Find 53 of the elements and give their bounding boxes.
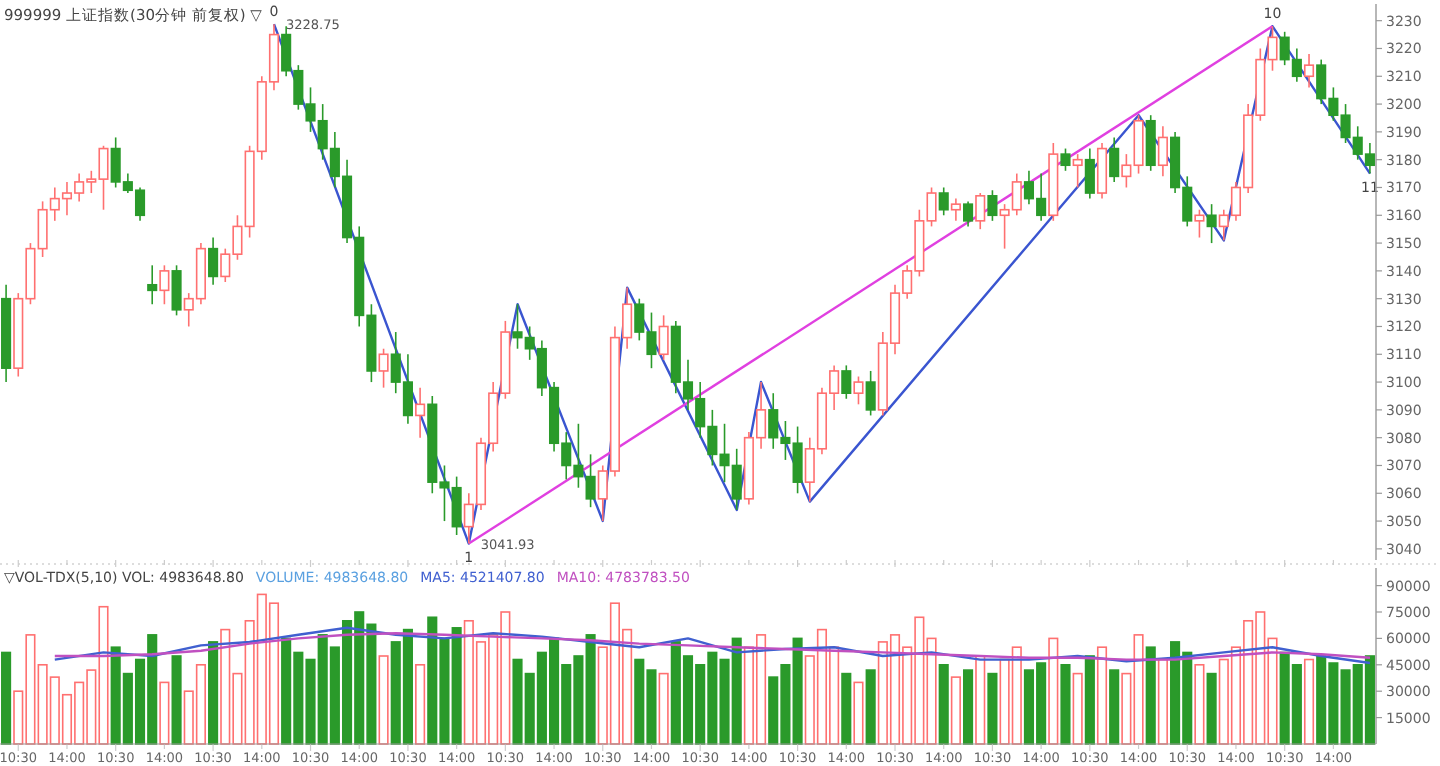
- bar: [950, 676, 961, 745]
- bar: [1157, 658, 1168, 745]
- candlestick: [1072, 153, 1083, 189]
- candlestick: [987, 189, 998, 222]
- bar: [378, 655, 389, 745]
- candlestick: [1145, 114, 1156, 172]
- candlestick: [1303, 53, 1315, 89]
- candlestick: [159, 264, 170, 306]
- bar: [1206, 672, 1217, 745]
- bar: [208, 641, 219, 745]
- candlestick: [1096, 142, 1108, 200]
- bar: [658, 672, 669, 745]
- bar: [975, 655, 986, 745]
- bar: [1303, 658, 1315, 745]
- candlestick: [415, 386, 426, 439]
- candlestick: [1109, 136, 1120, 183]
- bar: [841, 672, 852, 745]
- candlestick: [171, 264, 182, 317]
- candlestick: [865, 370, 876, 417]
- candlestick: [1157, 125, 1168, 178]
- bar: [1096, 646, 1108, 745]
- bar: [1072, 672, 1083, 745]
- bar: [865, 669, 876, 745]
- bar: [963, 669, 974, 745]
- candlestick: [1194, 208, 1205, 239]
- bar: [159, 681, 170, 745]
- line-series: [53, 626, 1372, 665]
- candlestick: [1084, 147, 1095, 200]
- line-series: [53, 632, 1372, 661]
- bar: [1109, 669, 1120, 745]
- bar: [853, 681, 864, 745]
- bar: [1, 651, 12, 745]
- candlestick: [208, 236, 219, 286]
- candlestick: [147, 264, 158, 306]
- candlestick: [975, 192, 986, 230]
- candlestick: [938, 186, 949, 217]
- bar: [1145, 646, 1156, 745]
- candlestick: [378, 347, 389, 389]
- candlestick: [1206, 203, 1217, 244]
- bar: [1084, 655, 1095, 745]
- bar: [1194, 664, 1205, 745]
- bar: [171, 655, 182, 745]
- bar: [1060, 664, 1071, 745]
- candlestick: [841, 364, 852, 400]
- bar: [1048, 637, 1059, 745]
- candlestick: [963, 200, 974, 228]
- candlestick: [950, 197, 961, 222]
- candlestick: [658, 314, 669, 361]
- bar: [938, 664, 949, 745]
- candlestick: [853, 375, 864, 406]
- bar: [987, 672, 998, 745]
- candlestick: [1060, 147, 1071, 172]
- bar: [415, 664, 426, 745]
